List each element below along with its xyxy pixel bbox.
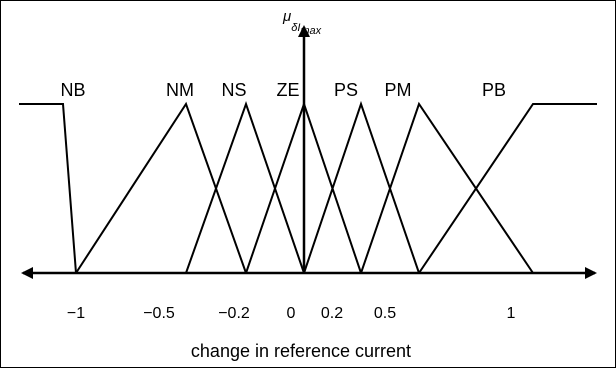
mf-pm [360, 101, 534, 274]
set-labels: NB NM NS ZE PS PM PB [60, 80, 506, 100]
tick-label: −0.2 [218, 305, 250, 322]
y-axis-label-mu: μ [282, 8, 291, 25]
y-axis-label: μδImax [282, 8, 322, 37]
y-axis-label-sub: δI [291, 22, 300, 34]
tick-labels: −1 −0.5 −0.2 0 0.2 0.5 1 [67, 305, 516, 322]
mf-ps [303, 100, 420, 274]
mf-ns [185, 100, 305, 274]
set-label-ps: PS [334, 80, 358, 100]
tick-label: 0.2 [321, 305, 343, 322]
tick-label: 0 [287, 305, 296, 322]
set-label-ns: NS [221, 80, 246, 100]
membership-functions [19, 100, 597, 274]
tick-label: 1 [507, 305, 516, 322]
set-label-pm: PM [385, 80, 412, 100]
mf-pb [418, 103, 597, 274]
set-label-ze: ZE [276, 80, 299, 100]
y-axis-label-subsub: max [300, 25, 321, 37]
tick-label: 0.5 [374, 305, 396, 322]
set-label-nb: NB [60, 80, 85, 100]
mf-nm [75, 101, 247, 274]
x-axis-title: change in reference current [191, 341, 411, 361]
tick-label: −1 [67, 305, 85, 322]
tick-label: −0.5 [143, 305, 175, 322]
set-label-nm: NM [166, 80, 194, 100]
mf-nb [19, 103, 77, 274]
set-label-pb: PB [482, 80, 506, 100]
